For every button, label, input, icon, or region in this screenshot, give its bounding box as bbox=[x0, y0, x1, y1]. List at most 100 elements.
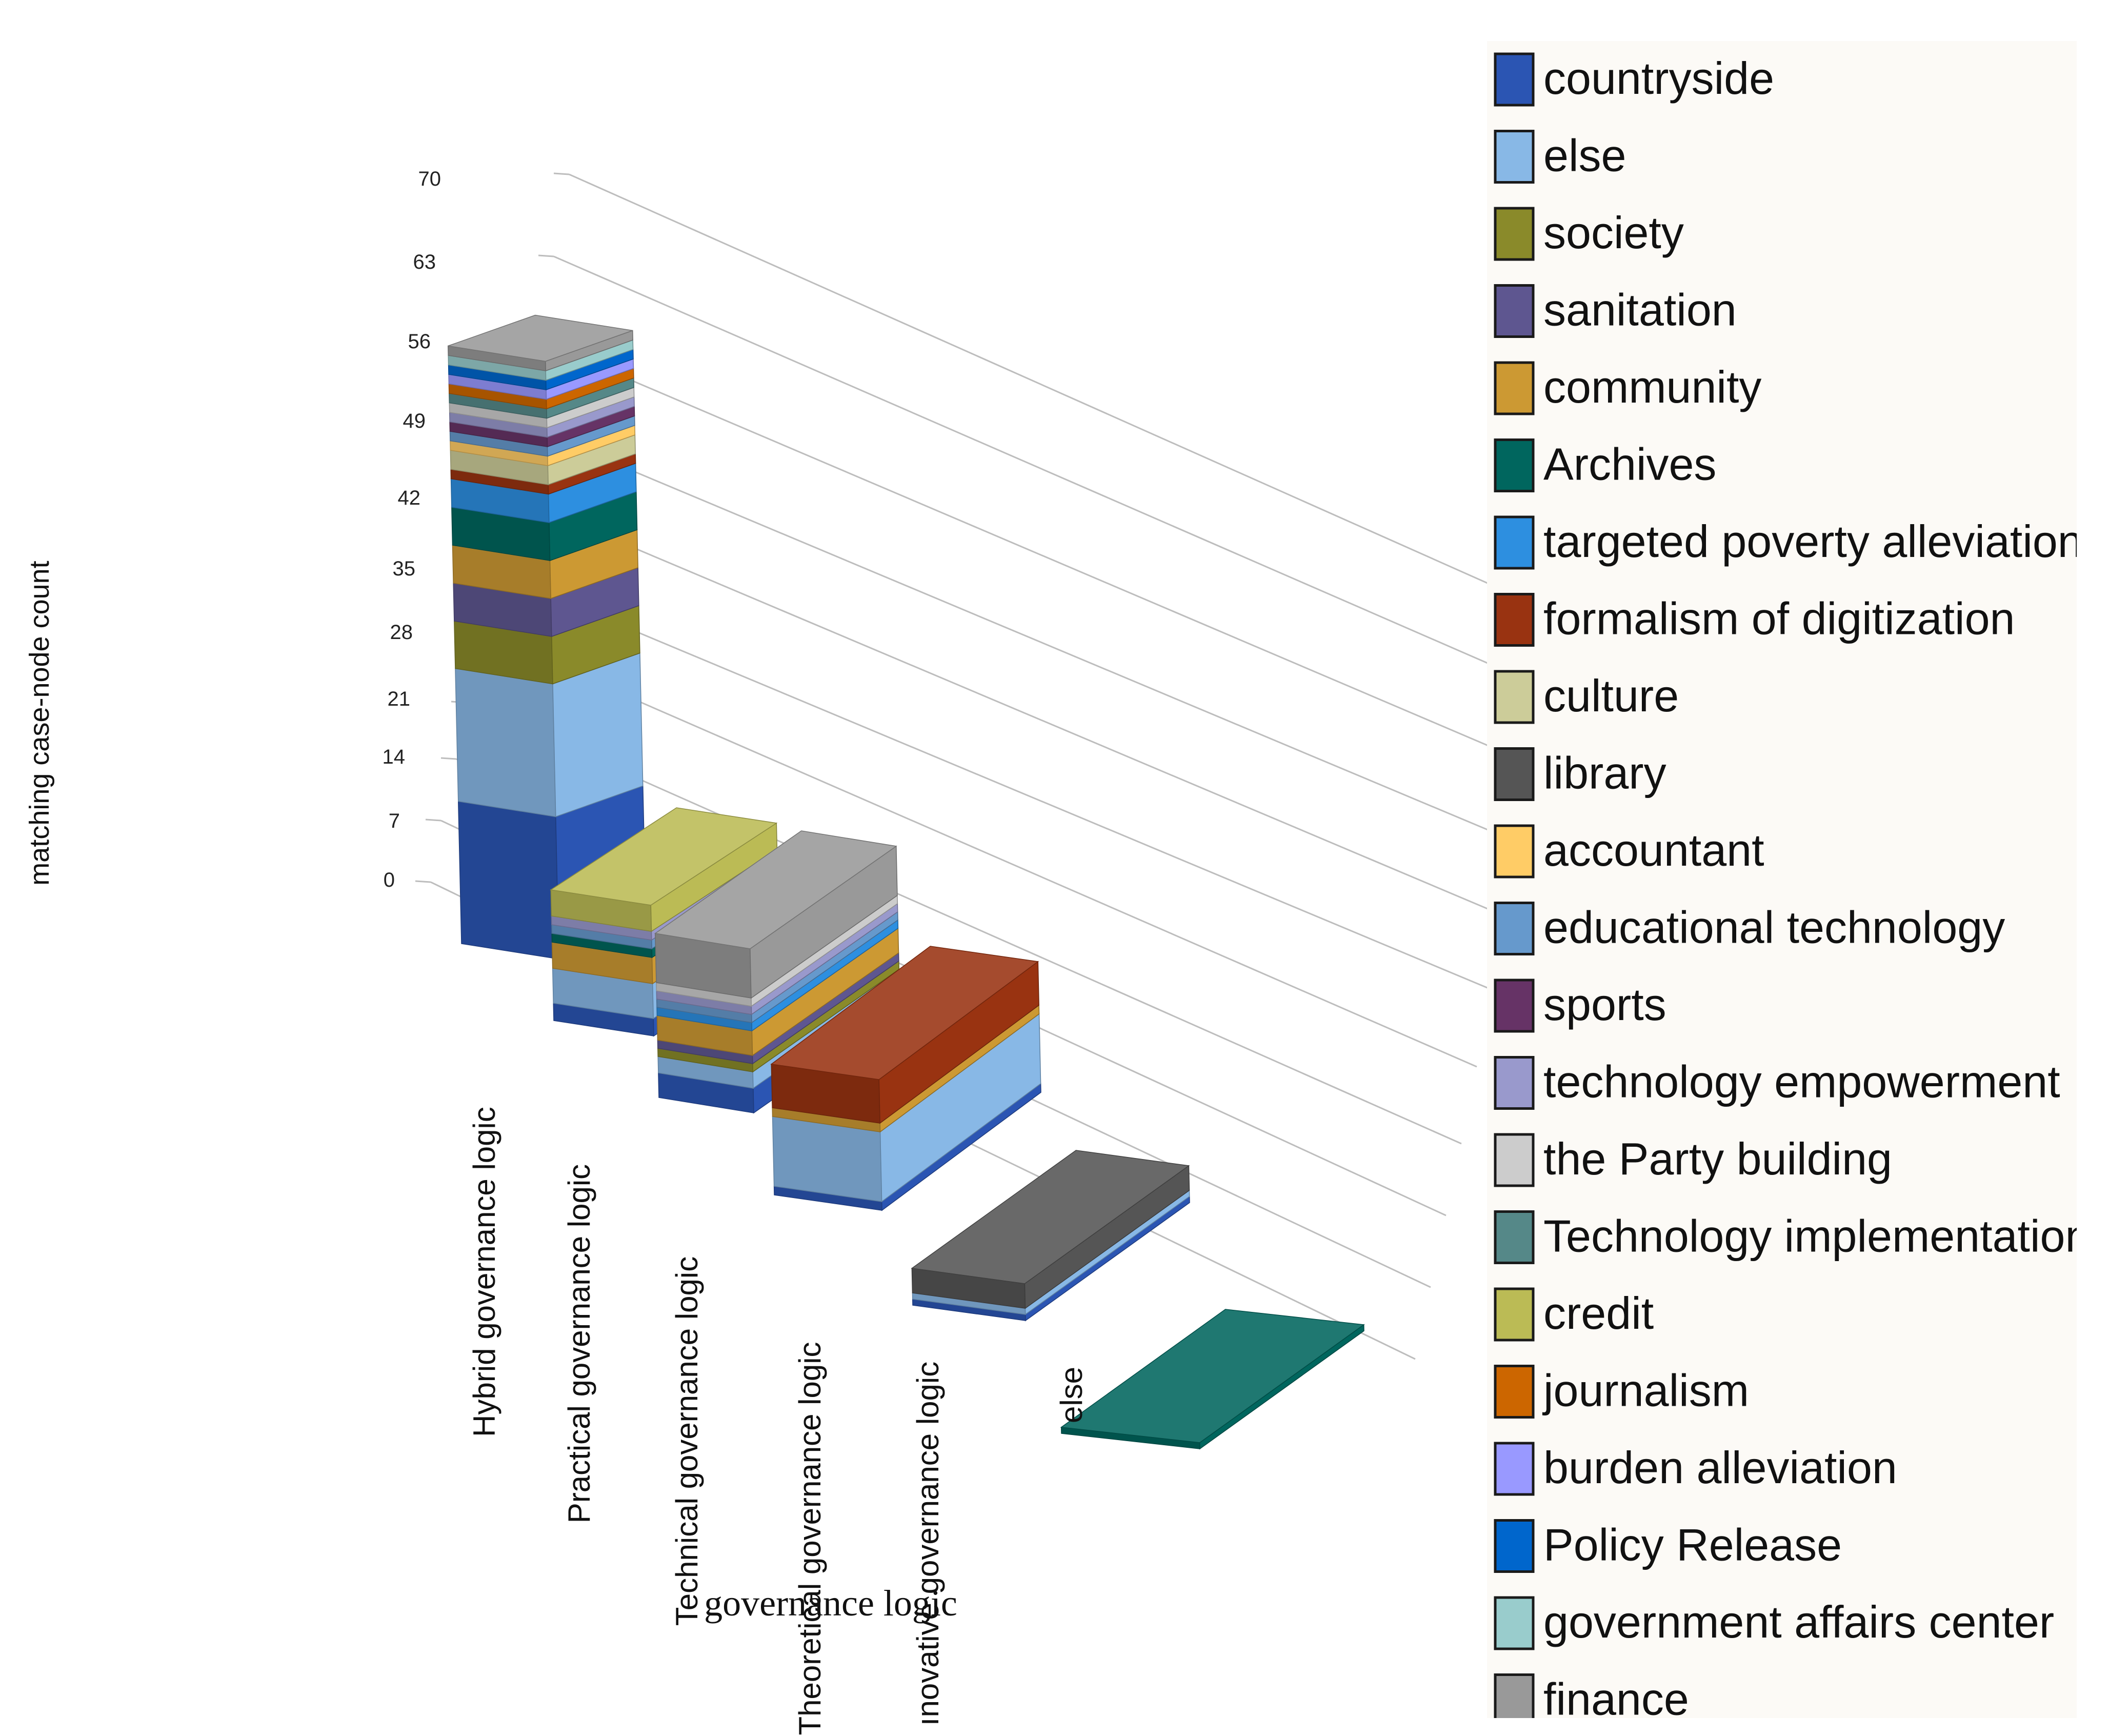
legend-item-14: technology empowerment bbox=[1494, 1056, 2060, 1110]
bar-top-1 bbox=[448, 314, 633, 362]
x-tick-label-1: Hybrid governance logic bbox=[467, 1107, 501, 1437]
legend-swatch-17 bbox=[1494, 1287, 1535, 1342]
legend-item-1: countryside bbox=[1494, 52, 1774, 107]
legend-swatch-16 bbox=[1494, 1210, 1535, 1264]
legend-label-19: burden alleviation bbox=[1543, 1442, 1897, 1493]
legend-label-1: countryside bbox=[1543, 53, 1774, 104]
legend-swatch-15 bbox=[1494, 1133, 1535, 1187]
legend-label-12: educational technology bbox=[1543, 902, 2005, 953]
gridline-35 bbox=[487, 568, 1493, 991]
legend-swatch-10 bbox=[1494, 747, 1535, 801]
y-tick-label-56: 56 bbox=[408, 330, 431, 353]
legend-item-3: society bbox=[1494, 207, 1684, 261]
y-tick-label-42: 42 bbox=[398, 487, 421, 509]
x-axis-title: governance logic bbox=[704, 1583, 957, 1624]
legend-swatch-8 bbox=[1494, 593, 1535, 647]
legend-swatch-12 bbox=[1494, 902, 1535, 955]
legend-swatch-2 bbox=[1494, 130, 1535, 184]
y-tick-label-21: 21 bbox=[388, 688, 411, 710]
legend-label-20: Policy Release bbox=[1543, 1520, 1842, 1570]
legend-item-16: Technology implementation bbox=[1494, 1210, 2090, 1264]
legend-item-5: community bbox=[1494, 361, 1761, 415]
bar-top-4 bbox=[770, 946, 1039, 1080]
bar-4 bbox=[770, 946, 1041, 1211]
bar-5 bbox=[911, 1150, 1190, 1322]
y-tick-label-7: 7 bbox=[389, 810, 400, 832]
bar-segment-1-2-front bbox=[455, 668, 556, 817]
legend-label-17: credit bbox=[1543, 1288, 1654, 1339]
legend-item-8: formalism of digitization bbox=[1494, 593, 2015, 647]
legend-label-18: journalism bbox=[1542, 1365, 1749, 1416]
legend-label-8: formalism of digitization bbox=[1543, 593, 2015, 644]
legend-item-12: educational technology bbox=[1494, 902, 2005, 955]
bar-top-2 bbox=[550, 807, 778, 906]
legend-label-11: accountant bbox=[1543, 825, 1764, 875]
y-tick-label-49: 49 bbox=[403, 410, 426, 432]
legend-label-15: the Party building bbox=[1543, 1133, 1892, 1184]
gridline-49 bbox=[512, 420, 1503, 837]
legend-swatch-21 bbox=[1494, 1596, 1535, 1650]
legend-label-6: Archives bbox=[1543, 439, 1716, 490]
legend-swatch-3 bbox=[1494, 207, 1535, 261]
y-tick-label-70: 70 bbox=[418, 168, 441, 190]
legend-label-14: technology empowerment bbox=[1543, 1056, 2060, 1107]
x-tick-label-6: else bbox=[1054, 1367, 1089, 1423]
y-tick-label-14: 14 bbox=[383, 746, 406, 768]
legend-item-11: accountant bbox=[1494, 824, 1764, 879]
bar-top-3 bbox=[654, 830, 897, 949]
x-tick-label-4: Theoretical governance logic bbox=[793, 1342, 827, 1735]
legend-item-17: credit bbox=[1494, 1287, 1654, 1342]
legend-label-5: community bbox=[1543, 362, 1761, 412]
tick-mark-14 bbox=[440, 757, 457, 760]
legend-item-21: government affairs center bbox=[1494, 1596, 2054, 1650]
legend-item-10: library bbox=[1494, 747, 1666, 801]
legend-swatch-18 bbox=[1494, 1365, 1535, 1419]
bar-segment-1-1-front bbox=[457, 801, 559, 960]
legend-swatch-20 bbox=[1494, 1519, 1535, 1573]
legend-item-7: targeted poverty alleviation bbox=[1494, 515, 2083, 570]
legend-label-4: sanitation bbox=[1543, 285, 1737, 335]
legend-item-22: finance bbox=[1494, 1673, 1689, 1727]
gridline-28 bbox=[476, 630, 1477, 1068]
gridline-70 bbox=[569, 173, 1503, 591]
legend-label-10: library bbox=[1543, 748, 1666, 799]
legend-swatch-13 bbox=[1494, 979, 1535, 1033]
x-tick-label-2: Practical governance logic bbox=[562, 1164, 596, 1523]
legend-swatch-7 bbox=[1494, 515, 1535, 570]
legend-label-2: else bbox=[1543, 130, 1626, 181]
y-tick-labels: 0 7 14 21 28 35 42 49 56 63 70 bbox=[383, 168, 441, 891]
legend-item-15: the Party building bbox=[1494, 1133, 1892, 1187]
legend-swatch-5 bbox=[1494, 361, 1535, 415]
legend-item-18: journalism bbox=[1494, 1365, 1749, 1419]
tick-mark-70 bbox=[553, 172, 570, 175]
legend-swatch-22 bbox=[1494, 1673, 1535, 1727]
legend-swatch-4 bbox=[1494, 284, 1535, 338]
legend-label-21: government affairs center bbox=[1543, 1597, 2054, 1647]
legend-label-3: society bbox=[1543, 207, 1684, 258]
legend-item-6: Archives bbox=[1494, 438, 1716, 492]
legend-label-22: finance bbox=[1543, 1674, 1689, 1719]
legend-item-9: culture bbox=[1494, 670, 1679, 724]
y-axis-title: matching case-node count bbox=[24, 561, 55, 885]
legend-item-2: else bbox=[1494, 130, 1626, 184]
legend-label-7: targeted poverty alleviation bbox=[1543, 516, 2077, 567]
legend-label-16: Technology implementation bbox=[1543, 1211, 2077, 1262]
y-tick-label-0: 0 bbox=[384, 869, 395, 891]
legend-label-9: culture bbox=[1543, 670, 1679, 721]
legend: countryside else society sanitation communit… bbox=[1494, 52, 2090, 1727]
bar-layer bbox=[448, 314, 1365, 1450]
y-tick-label-63: 63 bbox=[413, 251, 436, 273]
y-tick-label-28: 28 bbox=[390, 621, 413, 644]
legend-item-20: Policy Release bbox=[1494, 1519, 1842, 1573]
legend-panel: countryside else society sanitation communit… bbox=[1487, 41, 2090, 1727]
bar-6 bbox=[1060, 1309, 1365, 1450]
gridline-42 bbox=[502, 491, 1498, 914]
legend-item-19: burden alleviation bbox=[1494, 1442, 1897, 1496]
legend-swatch-6 bbox=[1494, 438, 1535, 492]
legend-swatch-9 bbox=[1494, 670, 1535, 724]
gridline-63 bbox=[553, 255, 1508, 673]
legend-label-13: sports bbox=[1543, 979, 1666, 1030]
tick-mark-0 bbox=[415, 880, 431, 883]
